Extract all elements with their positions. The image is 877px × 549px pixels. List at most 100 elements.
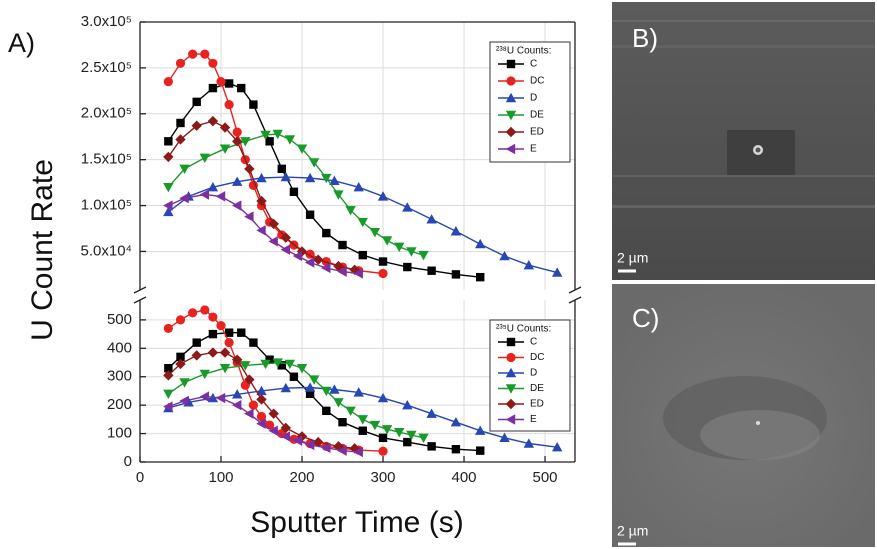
marker xyxy=(232,176,243,186)
legend-title: ²³⁵U Counts: xyxy=(496,324,551,335)
marker xyxy=(256,172,267,183)
series xyxy=(163,171,563,277)
marker xyxy=(163,323,173,334)
marker xyxy=(308,375,320,385)
sem-image-b: 2 µm B) xyxy=(612,2,875,280)
legend: ²³⁸U Counts: C DC D DE ED E xyxy=(489,41,571,163)
marker xyxy=(406,430,417,441)
marker xyxy=(272,358,283,368)
marker xyxy=(219,122,231,133)
particle xyxy=(756,421,760,425)
marker xyxy=(260,130,271,141)
marker xyxy=(224,100,234,110)
marker xyxy=(207,347,219,358)
marker xyxy=(248,180,259,190)
marker xyxy=(345,406,356,417)
marker xyxy=(523,438,535,448)
legend-label: DC xyxy=(530,352,544,363)
panel-label: B) xyxy=(632,23,658,53)
axis-break xyxy=(568,286,582,294)
marker xyxy=(268,408,279,419)
y-tick-label: 5.0x10⁴ xyxy=(81,242,132,259)
marker xyxy=(313,436,324,448)
marker xyxy=(232,389,243,399)
x-tick-label: 100 xyxy=(208,469,233,486)
marker xyxy=(551,267,563,277)
marker xyxy=(244,211,254,222)
marker xyxy=(237,83,246,93)
marker xyxy=(377,392,389,403)
crater-rim xyxy=(700,410,820,460)
marker xyxy=(179,164,190,175)
marker xyxy=(277,361,286,370)
marker xyxy=(333,398,344,408)
marker xyxy=(216,320,226,331)
marker xyxy=(215,392,226,404)
marker xyxy=(475,238,486,249)
marker xyxy=(232,136,243,147)
marker xyxy=(476,446,485,455)
legend-label: DE xyxy=(530,383,544,394)
marker xyxy=(224,328,234,337)
x-tick-label: 500 xyxy=(533,469,558,486)
marker xyxy=(381,425,393,435)
marker xyxy=(337,266,347,277)
marker xyxy=(292,250,303,262)
series xyxy=(164,79,485,282)
marker xyxy=(296,364,308,374)
marker xyxy=(353,387,364,397)
legend-box xyxy=(489,319,571,432)
marker xyxy=(191,350,202,361)
marker xyxy=(191,120,202,131)
y-tick-label: 500 xyxy=(107,311,132,328)
marker xyxy=(357,415,368,425)
marker xyxy=(369,227,381,238)
marker xyxy=(426,214,437,224)
marker xyxy=(200,49,210,59)
marker xyxy=(268,425,278,436)
marker xyxy=(179,395,189,407)
marker xyxy=(451,445,461,454)
marker xyxy=(164,137,173,146)
marker xyxy=(353,446,363,458)
marker xyxy=(260,359,271,370)
marker xyxy=(163,206,174,217)
marker xyxy=(175,315,186,325)
marker xyxy=(505,384,517,394)
marker xyxy=(321,386,332,397)
legend-label: ED xyxy=(530,399,544,410)
marker xyxy=(377,191,389,201)
marker xyxy=(280,232,292,243)
marker xyxy=(280,382,292,393)
marker xyxy=(163,200,173,211)
marker xyxy=(280,431,291,442)
y-tick-label: 2.5x10⁵ xyxy=(81,59,132,76)
marker xyxy=(244,163,255,175)
marker xyxy=(284,135,296,145)
panel-label: A) xyxy=(8,28,35,58)
marker xyxy=(207,115,219,127)
legend-box xyxy=(489,41,571,163)
marker xyxy=(505,143,516,155)
marker xyxy=(475,425,486,435)
marker xyxy=(219,144,231,154)
scale-bar-label: 2 µm xyxy=(617,250,648,266)
marker xyxy=(232,399,242,411)
marker xyxy=(249,100,258,109)
marker xyxy=(321,173,332,184)
marker xyxy=(337,445,347,456)
stripe xyxy=(612,20,875,22)
marker xyxy=(164,364,173,373)
marker xyxy=(232,354,243,365)
marker xyxy=(224,79,234,88)
axis-break xyxy=(133,296,147,304)
marker xyxy=(378,433,388,443)
marker xyxy=(338,240,347,250)
chart-area: A) 5.0x10⁴ 1.0x10⁵ 1.5x10⁵ 2.0x10⁵ 2.5x10⁵ 3.0… xyxy=(8,13,582,539)
marker xyxy=(175,58,186,68)
marker xyxy=(248,400,259,410)
marker xyxy=(176,118,185,128)
marker xyxy=(450,226,462,236)
marker xyxy=(427,266,436,275)
